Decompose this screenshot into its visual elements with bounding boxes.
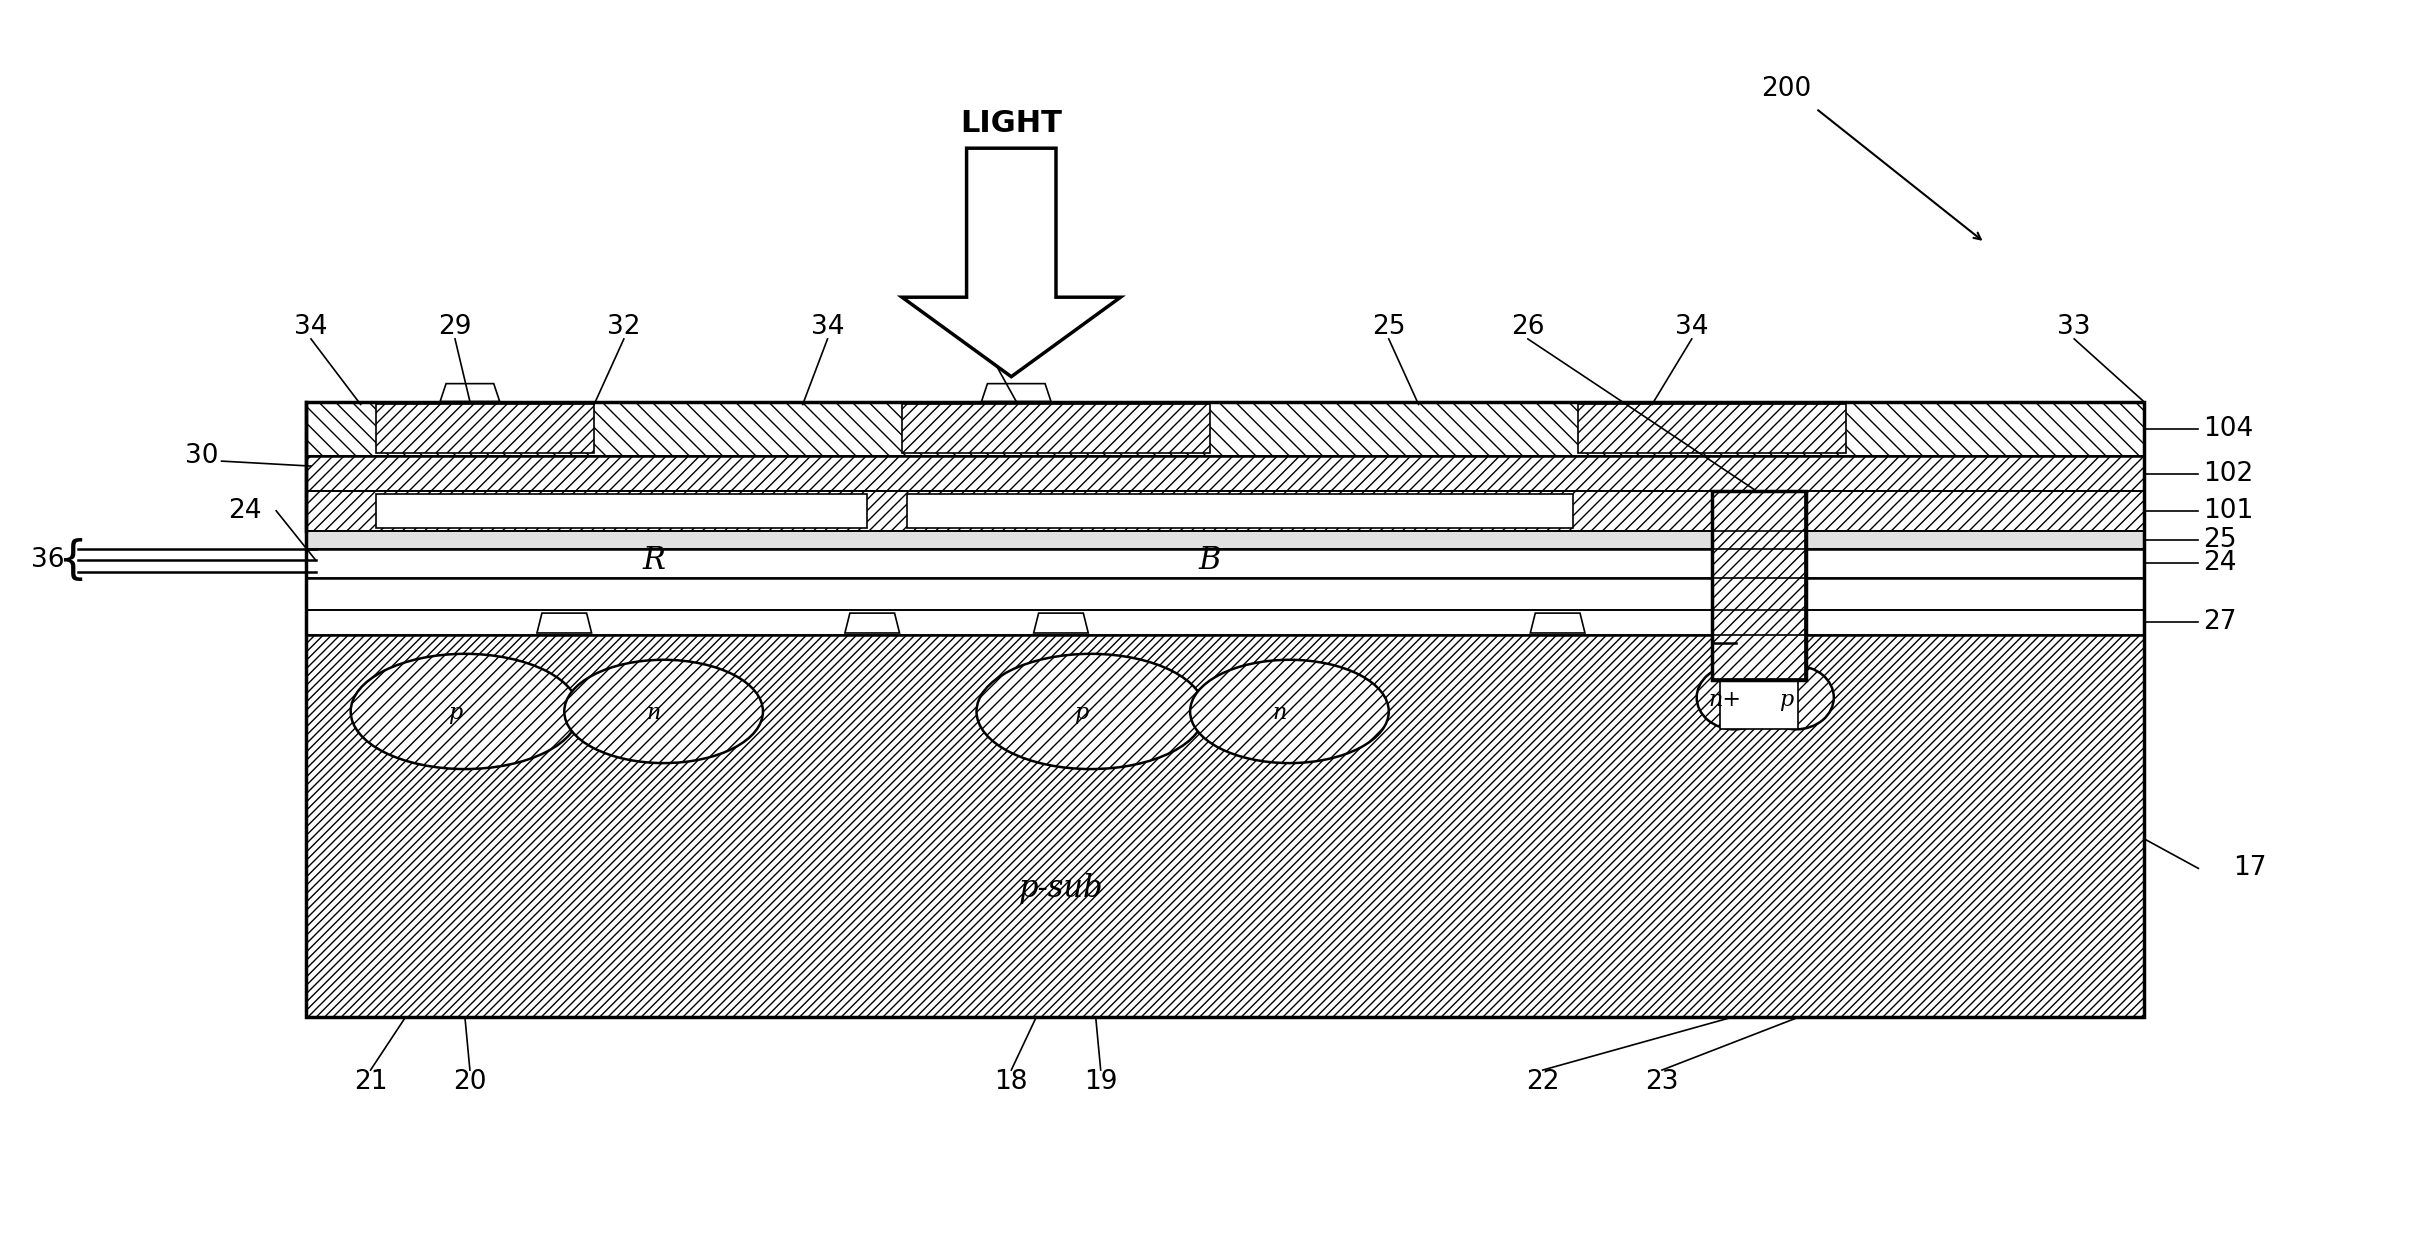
Text: 25: 25 bbox=[2203, 527, 2236, 553]
Polygon shape bbox=[537, 613, 590, 634]
Bar bbox=[1714, 491, 1805, 679]
Text: n: n bbox=[1272, 703, 1287, 724]
Text: 23: 23 bbox=[1646, 1068, 1680, 1095]
Text: LIGHT: LIGHT bbox=[959, 109, 1063, 138]
Text: 28: 28 bbox=[964, 314, 998, 339]
Ellipse shape bbox=[1697, 666, 1771, 729]
Text: 24: 24 bbox=[229, 498, 260, 524]
Text: p-sub: p-sub bbox=[1019, 872, 1104, 904]
Bar bbox=[1711, 491, 1805, 680]
Polygon shape bbox=[901, 148, 1121, 377]
Text: R: R bbox=[641, 546, 665, 576]
Text: 34: 34 bbox=[1675, 314, 1709, 339]
Bar bbox=[376, 494, 868, 528]
Text: 27: 27 bbox=[2203, 610, 2236, 635]
Text: 17: 17 bbox=[2234, 856, 2268, 881]
Text: 34: 34 bbox=[294, 314, 328, 339]
Polygon shape bbox=[981, 383, 1051, 401]
Text: n+: n+ bbox=[1709, 689, 1740, 710]
Text: 104: 104 bbox=[2203, 416, 2253, 442]
Text: 36: 36 bbox=[31, 548, 65, 573]
Polygon shape bbox=[846, 613, 899, 634]
Text: 21: 21 bbox=[354, 1068, 388, 1095]
Bar bbox=[306, 401, 2145, 456]
Bar bbox=[1721, 680, 1798, 729]
Polygon shape bbox=[1034, 613, 1089, 634]
Text: p: p bbox=[1075, 703, 1087, 724]
Text: 32: 32 bbox=[607, 314, 641, 339]
Bar bbox=[306, 635, 2145, 1017]
Text: B: B bbox=[1198, 546, 1222, 576]
Ellipse shape bbox=[564, 660, 764, 763]
Text: p: p bbox=[448, 703, 463, 724]
Bar bbox=[306, 548, 2145, 578]
Text: {: { bbox=[58, 538, 87, 583]
Text: 33: 33 bbox=[2058, 314, 2092, 339]
Text: 18: 18 bbox=[995, 1068, 1029, 1095]
Text: 30: 30 bbox=[186, 444, 219, 469]
Bar bbox=[306, 401, 2145, 1017]
Ellipse shape bbox=[1759, 666, 1834, 729]
Text: 24: 24 bbox=[2203, 551, 2236, 577]
Text: 101: 101 bbox=[2203, 498, 2253, 524]
Text: 34: 34 bbox=[810, 314, 844, 339]
Bar bbox=[1579, 405, 1846, 454]
Text: 22: 22 bbox=[1526, 1068, 1559, 1095]
Polygon shape bbox=[441, 383, 499, 401]
Text: 200: 200 bbox=[1762, 75, 1812, 102]
Text: 19: 19 bbox=[1084, 1068, 1118, 1095]
Polygon shape bbox=[1530, 613, 1586, 634]
Text: 26: 26 bbox=[1511, 314, 1545, 339]
Text: n: n bbox=[646, 703, 660, 724]
Bar bbox=[901, 405, 1210, 454]
Text: 25: 25 bbox=[1371, 314, 1405, 339]
Text: 102: 102 bbox=[2203, 461, 2253, 486]
Ellipse shape bbox=[352, 654, 578, 769]
Text: p: p bbox=[1779, 689, 1793, 710]
Bar bbox=[306, 610, 2145, 635]
Bar bbox=[306, 456, 2145, 491]
Ellipse shape bbox=[1191, 660, 1388, 763]
Text: 29: 29 bbox=[439, 314, 472, 339]
Ellipse shape bbox=[976, 654, 1205, 769]
Bar bbox=[306, 491, 2145, 530]
Bar bbox=[906, 494, 1574, 528]
Text: 20: 20 bbox=[453, 1068, 487, 1095]
Bar bbox=[376, 405, 595, 454]
Bar bbox=[306, 530, 2145, 548]
